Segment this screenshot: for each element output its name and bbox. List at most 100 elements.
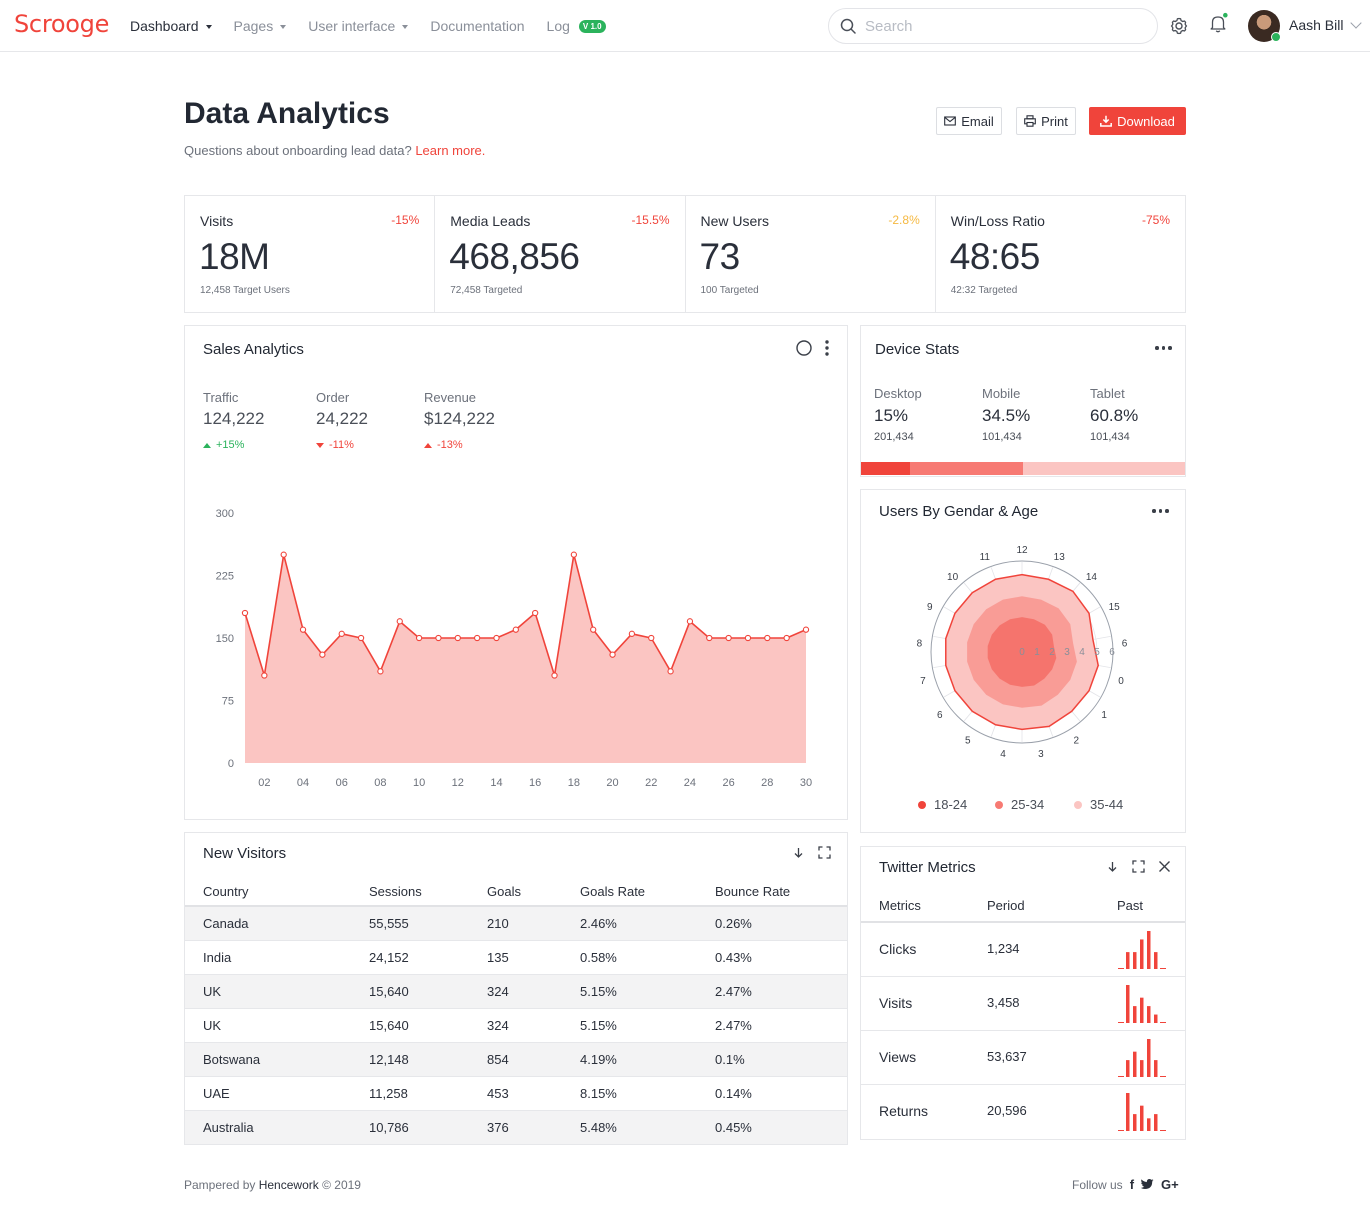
data-point[interactable] [551, 672, 558, 679]
refresh-circle-icon[interactable] [795, 339, 813, 357]
download-icon [1100, 115, 1113, 127]
data-point[interactable] [667, 668, 674, 675]
download-button[interactable]: Download [1089, 107, 1186, 135]
data-point[interactable] [319, 651, 326, 658]
data-point[interactable] [299, 626, 307, 633]
email-button[interactable]: Email [936, 107, 1002, 135]
data-point[interactable] [261, 672, 268, 679]
x-tick-label: 12 [452, 777, 464, 789]
user-menu[interactable]: Aash Bill [1289, 16, 1363, 33]
new-visitors-table: Country Sessions Goals Goals Rate Bounce… [185, 878, 847, 1145]
column-header[interactable]: Goals [469, 878, 562, 907]
arrow-down-icon[interactable] [792, 846, 805, 859]
twitter-icon[interactable] [1141, 1179, 1154, 1190]
data-point[interactable] [725, 634, 732, 642]
column-header[interactable]: Goals Rate [562, 878, 697, 907]
menu-item-documentation[interactable]: Documentation [430, 18, 524, 34]
x-tick-label: 22 [645, 777, 657, 789]
data-point[interactable] [357, 634, 365, 642]
data-point[interactable] [454, 634, 461, 642]
data-point[interactable] [338, 630, 345, 637]
series-line [244, 553, 807, 677]
data-point[interactable] [783, 634, 790, 642]
data-point[interactable] [280, 551, 287, 558]
data-point[interactable] [532, 609, 539, 617]
radar-axis-label: 9 [927, 602, 933, 613]
data-point[interactable] [435, 634, 442, 642]
spark-bar [1126, 952, 1130, 969]
print-button[interactable]: Print [1016, 107, 1076, 135]
data-point[interactable] [396, 618, 403, 625]
legend-dot [918, 800, 926, 809]
printer-icon [1024, 115, 1036, 127]
expand-icon[interactable] [1132, 860, 1145, 873]
column-header[interactable]: Country [185, 878, 351, 907]
gear-icon[interactable] [1168, 15, 1190, 37]
table-cell: 0.43% [697, 940, 847, 975]
data-point[interactable] [590, 626, 597, 633]
menu-item-log[interactable]: Log V 1.0 [547, 18, 606, 34]
menu-item-dashboard[interactable]: Dashboard [130, 18, 212, 34]
more-vertical-icon[interactable] [823, 339, 831, 357]
data-point[interactable] [415, 634, 423, 642]
data-point[interactable] [628, 630, 636, 637]
data-point[interactable] [648, 634, 655, 642]
facebook-icon[interactable]: f [1129, 1177, 1135, 1192]
menu-item-pages[interactable]: Pages [234, 18, 287, 34]
more-horizontal-icon[interactable] [1155, 346, 1172, 350]
table-cell: 2.47% [697, 974, 847, 1009]
legend-dot [1074, 800, 1082, 809]
more-horizontal-icon[interactable] [1152, 509, 1169, 513]
data-point[interactable] [377, 668, 384, 675]
table-row: India 24,152 135 0.58% 0.43% [185, 940, 847, 975]
radar-series-area[interactable] [987, 617, 1057, 687]
new-visitors-toolbar [792, 846, 831, 859]
twitter-metric-name: Views [879, 1049, 917, 1065]
spark-bar [1154, 1014, 1158, 1023]
stat-delta: -2.8% [888, 213, 920, 227]
column-header: Past [1117, 898, 1144, 913]
data-point[interactable] [802, 626, 810, 633]
arrow-up-icon [203, 442, 211, 448]
menu-label: Log [546, 18, 570, 34]
radar-series-area[interactable] [967, 596, 1077, 708]
radar-axis-label: 2 [1073, 736, 1079, 747]
bell-icon[interactable] [1207, 12, 1229, 34]
data-point[interactable] [473, 634, 481, 642]
data-point[interactable] [764, 634, 771, 642]
sparkline-bars [1118, 931, 1166, 969]
legend-dot [995, 800, 1003, 809]
column-header[interactable]: Bounce Rate [697, 878, 847, 907]
data-point[interactable] [609, 651, 616, 658]
spark-bar [1147, 1006, 1151, 1023]
data-point[interactable] [570, 551, 578, 558]
data-point[interactable] [686, 618, 694, 625]
x-tick-label: 08 [374, 777, 386, 789]
table-cell: 210 [469, 906, 562, 941]
search-input[interactable] [865, 16, 1145, 36]
table-cell: UK [185, 974, 351, 1009]
data-point[interactable] [744, 634, 752, 642]
data-point[interactable] [512, 626, 519, 633]
legend-item-25-34[interactable]: 25-34 [995, 797, 1044, 812]
spark-bar [1154, 1114, 1158, 1131]
column-header[interactable]: Sessions [351, 878, 469, 907]
x-tick-label: 06 [336, 777, 348, 789]
legend-item-35-44[interactable]: 35-44 [1074, 797, 1123, 812]
arrow-down-icon[interactable] [1106, 860, 1119, 873]
data-point[interactable] [493, 634, 500, 642]
footer-company[interactable]: Hencework [258, 1178, 319, 1192]
learn-more-link[interactable]: Learn more. [415, 143, 486, 158]
brand-logo[interactable]: Scrooge [14, 10, 110, 38]
legend-item-18-24[interactable]: 18-24 [918, 797, 967, 812]
subtitle-text: Questions about onboarding lead data? [184, 143, 412, 158]
expand-icon[interactable] [818, 846, 831, 859]
data-point[interactable] [706, 634, 713, 642]
avatar[interactable] [1248, 10, 1281, 42]
data-point[interactable] [241, 609, 249, 617]
stat-value: 73 [699, 236, 741, 277]
close-icon[interactable] [1158, 860, 1171, 873]
google-plus-icon[interactable]: G+ [1161, 1177, 1179, 1192]
version-badge: V 1.0 [578, 19, 606, 33]
menu-item-user-interface[interactable]: User interface [308, 18, 409, 34]
